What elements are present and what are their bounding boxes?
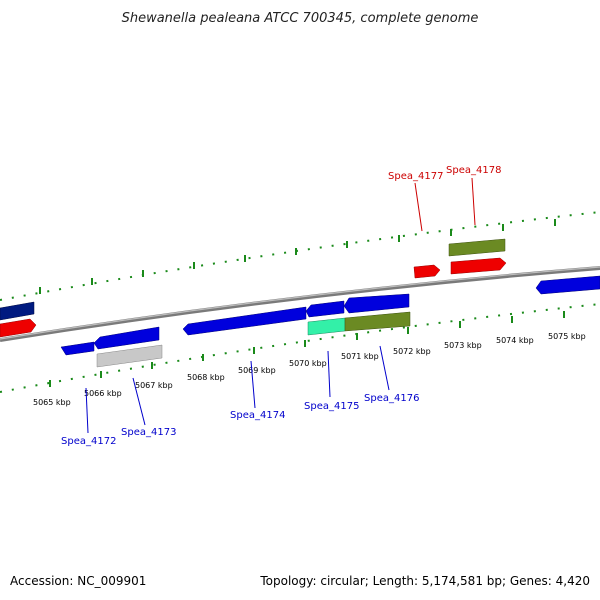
gene-label-4173[interactable]: Spea_4173 (121, 427, 176, 438)
gene-red-left[interactable] (0, 318, 37, 338)
tick-label-5069: 5069 kbp (238, 366, 276, 375)
gene-label-4176[interactable]: Spea_4176 (364, 393, 419, 404)
gene-olive-4178[interactable] (448, 238, 506, 257)
gene-4175-blue[interactable] (305, 300, 345, 318)
lower-major-ticks (49, 311, 565, 387)
gene-4176-blue[interactable] (343, 293, 410, 314)
gene-label-leaders (85, 177, 476, 434)
tick-label-5065: 5065 kbp (33, 398, 71, 407)
tick-label-5073: 5073 kbp (444, 341, 482, 350)
accession-text: Accession: NC_009901 (10, 574, 147, 588)
tick-label-5067: 5067 kbp (135, 381, 173, 390)
tick-label-5072: 5072 kbp (393, 347, 431, 356)
gene-4176-olive[interactable] (344, 311, 411, 332)
gene-4174[interactable] (182, 306, 307, 336)
lower-tick-track (0, 303, 600, 393)
gene-label-4172[interactable]: Spea_4172 (61, 436, 116, 447)
upper-tick-track (0, 211, 600, 301)
genome-info-text: Topology: circular; Length: 5,174,581 bp… (260, 574, 590, 588)
gene-4173[interactable] (93, 326, 160, 350)
gene-label-4175[interactable]: Spea_4175 (304, 401, 359, 412)
tick-label-5075: 5075 kbp (548, 332, 586, 341)
gene-dark-blue-left[interactable] (0, 301, 35, 321)
gene-4173-gray[interactable] (96, 344, 163, 368)
gene-blue-right[interactable] (535, 275, 600, 295)
upper-major-ticks (39, 219, 556, 294)
gene-red-4177[interactable] (413, 264, 441, 279)
tick-label-5070: 5070 kbp (289, 359, 327, 368)
tick-label-5074: 5074 kbp (496, 336, 534, 345)
gene-label-4177[interactable]: Spea_4177 (388, 171, 443, 182)
gene-label-4178[interactable]: Spea_4178 (446, 165, 501, 176)
gene-red-4178-lower[interactable] (450, 257, 507, 275)
gene-4175-teal[interactable] (307, 317, 346, 336)
gene-label-4174[interactable]: Spea_4174 (230, 410, 285, 421)
gene-4172[interactable] (60, 341, 95, 356)
tick-label-5068: 5068 kbp (187, 373, 225, 382)
map-title: Shewanella pealeana ATCC 700345, complet… (122, 11, 479, 26)
tick-label-5071: 5071 kbp (341, 352, 379, 361)
genome-backbone (0, 266, 600, 342)
genome-backbone-highlight (0, 266, 600, 340)
tick-label-5066: 5066 kbp (84, 389, 122, 398)
